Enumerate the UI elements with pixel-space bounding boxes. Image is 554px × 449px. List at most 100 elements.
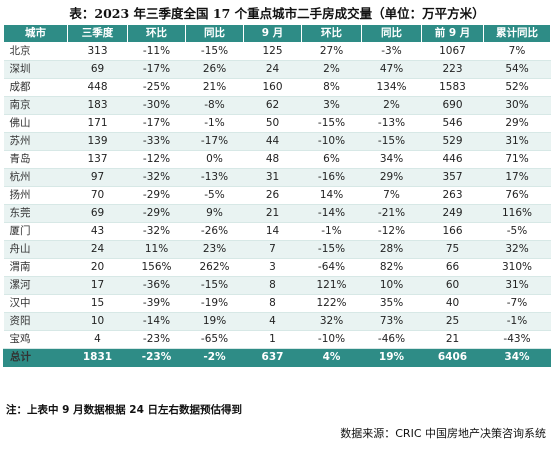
value-cell: -15% — [361, 132, 422, 151]
city-name-cell: 杭州 — [3, 168, 68, 187]
value-cell: 4 — [243, 312, 302, 331]
value-cell: 29% — [483, 114, 551, 133]
value-cell: 11% — [127, 240, 186, 259]
col-header-ytd: 前 9 月 — [421, 24, 484, 43]
value-cell: 8 — [243, 294, 302, 313]
value-cell: 31% — [483, 132, 551, 151]
value-cell: -1% — [301, 222, 362, 241]
col-header-sep: 9 月 — [243, 24, 302, 43]
value-cell: -43% — [483, 330, 551, 349]
table-row: 舟山 24 11% 23% 7 -15% 28% 75 32% — [3, 240, 551, 259]
value-cell: 7% — [483, 42, 551, 61]
value-cell: -15% — [185, 276, 244, 295]
value-cell: 1067 — [421, 42, 484, 61]
table-row: 漯河 17 -36% -15% 8 121% 10% 60 31% — [3, 276, 551, 295]
total-cell: -2% — [185, 348, 244, 367]
value-cell: -25% — [127, 78, 186, 97]
value-cell: 446 — [421, 150, 484, 169]
total-cell: 6406 — [421, 348, 484, 367]
value-cell: 52% — [483, 78, 551, 97]
value-cell: -17% — [185, 132, 244, 151]
value-cell: 35% — [361, 294, 422, 313]
value-cell: 310% — [483, 258, 551, 277]
value-cell: 0% — [185, 150, 244, 169]
data-source: 数据来源：CRIC 中国房地产决策咨询系统 — [340, 427, 546, 440]
value-cell: -29% — [127, 186, 186, 205]
value-cell: -65% — [185, 330, 244, 349]
value-cell: 73% — [361, 312, 422, 331]
value-cell: 50 — [243, 114, 302, 133]
value-cell: -16% — [301, 168, 362, 187]
value-cell: -21% — [361, 204, 422, 223]
value-cell: 122% — [301, 294, 362, 313]
value-cell: 20 — [67, 258, 128, 277]
value-cell: 116% — [483, 204, 551, 223]
value-cell: 121% — [301, 276, 362, 295]
value-cell: 7 — [243, 240, 302, 259]
value-cell: 71% — [483, 150, 551, 169]
value-cell: 10% — [361, 276, 422, 295]
value-cell: 47% — [361, 60, 422, 79]
city-name-cell: 资阳 — [3, 312, 68, 331]
value-cell: -36% — [127, 276, 186, 295]
value-cell: 1 — [243, 330, 302, 349]
value-cell: 14% — [301, 186, 362, 205]
value-cell: 8 — [243, 276, 302, 295]
table-row: 宝鸡 4 -23% -65% 1 -10% -46% 21 -43% — [3, 330, 551, 349]
value-cell: -17% — [127, 60, 186, 79]
value-cell: 62 — [243, 96, 302, 115]
value-cell: 137 — [67, 150, 128, 169]
city-name-cell: 北京 — [3, 42, 68, 61]
table-row: 东莞 69 -29% 9% 21 -14% -21% 249 116% — [3, 204, 551, 223]
col-header-q3: 三季度 — [67, 24, 128, 43]
total-cell: 34% — [483, 348, 551, 367]
col-header-sep-mom: 环比 — [301, 24, 362, 43]
value-cell: -5% — [185, 186, 244, 205]
total-cell: 19% — [361, 348, 422, 367]
value-cell: 21 — [421, 330, 484, 349]
value-cell: -11% — [127, 42, 186, 61]
value-cell: 448 — [67, 78, 128, 97]
value-cell: 31% — [483, 276, 551, 295]
value-cell: 28% — [361, 240, 422, 259]
value-cell: 313 — [67, 42, 128, 61]
value-cell: 4 — [67, 330, 128, 349]
city-name-cell: 扬州 — [3, 186, 68, 205]
table-row: 深圳 69 -17% 26% 24 2% 47% 223 54% — [3, 60, 551, 79]
value-cell: -14% — [127, 312, 186, 331]
city-name-cell: 宝鸡 — [3, 330, 68, 349]
value-cell: 10 — [67, 312, 128, 331]
total-cell: 1831 — [67, 348, 128, 367]
value-cell: 6% — [301, 150, 362, 169]
value-cell: 17% — [483, 168, 551, 187]
value-cell: -1% — [185, 114, 244, 133]
value-cell: 24 — [67, 240, 128, 259]
value-cell: 23% — [185, 240, 244, 259]
value-cell: 546 — [421, 114, 484, 133]
transaction-table: 城市 三季度 环比 同比 9 月 环比 同比 前 9 月 累计同比 北京 313-… — [3, 24, 551, 367]
header-row: 城市 三季度 环比 同比 9 月 环比 同比 前 9 月 累计同比 — [3, 24, 551, 43]
value-cell: 690 — [421, 96, 484, 115]
value-cell: -32% — [127, 222, 186, 241]
table-row: 杭州 97 -32% -13% 31 -16% 29% 357 17% — [3, 168, 551, 187]
value-cell: -3% — [361, 42, 422, 61]
col-header-q3-yoy: 同比 — [185, 24, 244, 43]
value-cell: 97 — [67, 168, 128, 187]
value-cell: -29% — [127, 204, 186, 223]
value-cell: 26% — [185, 60, 244, 79]
value-cell: 160 — [243, 78, 302, 97]
value-cell: -7% — [483, 294, 551, 313]
total-cell: -23% — [127, 348, 186, 367]
value-cell: 166 — [421, 222, 484, 241]
value-cell: 24 — [243, 60, 302, 79]
value-cell: 2% — [361, 96, 422, 115]
value-cell: 125 — [243, 42, 302, 61]
table-row: 厦门 43 -32% -26% 14 -1% -12% 166 -5% — [3, 222, 551, 241]
table-row: 渭南 20 156% 262% 3 -64% 82% 66 310% — [3, 258, 551, 277]
value-cell: -15% — [301, 114, 362, 133]
value-cell: -32% — [127, 168, 186, 187]
total-row: 总计 1831 -23% -2% 637 4% 19% 6406 34% — [3, 348, 551, 367]
city-name-cell: 汉中 — [3, 294, 68, 313]
value-cell: -19% — [185, 294, 244, 313]
value-cell: -12% — [127, 150, 186, 169]
